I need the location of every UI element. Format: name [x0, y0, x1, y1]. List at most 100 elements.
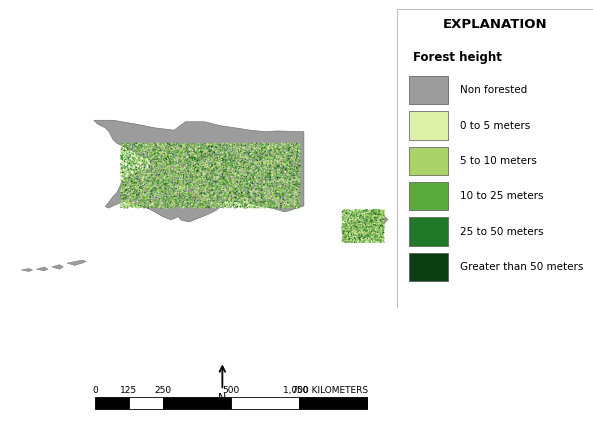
- Point: [248, 203, 258, 210]
- Point: [213, 167, 222, 174]
- Point: [190, 195, 200, 202]
- Point: [239, 160, 248, 166]
- Point: [209, 146, 218, 153]
- Point: [256, 155, 266, 161]
- Point: [117, 199, 126, 205]
- Point: [272, 163, 282, 170]
- Point: [274, 167, 283, 174]
- Point: [237, 142, 246, 149]
- Point: [176, 153, 186, 160]
- Point: [134, 172, 144, 179]
- Point: [211, 178, 220, 185]
- Point: [364, 227, 373, 234]
- Point: [274, 156, 283, 163]
- Point: [173, 150, 182, 157]
- Point: [349, 235, 359, 241]
- Point: [352, 226, 362, 232]
- Point: [193, 186, 202, 193]
- Point: [169, 157, 178, 164]
- Point: [134, 156, 144, 163]
- Point: [228, 148, 237, 155]
- Point: [250, 171, 259, 178]
- Point: [264, 195, 273, 202]
- Point: [263, 200, 272, 207]
- Point: [206, 146, 215, 153]
- Point: [365, 237, 375, 244]
- Point: [275, 170, 285, 177]
- Point: [201, 165, 211, 172]
- Point: [197, 185, 207, 192]
- Point: [285, 192, 294, 199]
- Point: [135, 154, 145, 160]
- Point: [189, 203, 198, 210]
- Point: [136, 196, 145, 203]
- Point: [178, 178, 187, 185]
- Point: [348, 226, 358, 233]
- Point: [188, 191, 197, 198]
- Point: [186, 151, 195, 158]
- Point: [156, 194, 165, 201]
- Point: [246, 185, 256, 192]
- Point: [347, 223, 356, 229]
- Point: [343, 235, 353, 242]
- Point: [262, 146, 272, 153]
- Point: [161, 182, 171, 189]
- Point: [140, 146, 149, 153]
- Point: [195, 193, 205, 199]
- Point: [343, 212, 352, 219]
- Point: [247, 185, 256, 192]
- Point: [290, 187, 299, 194]
- Point: [202, 143, 212, 149]
- Point: [257, 184, 267, 190]
- Point: [196, 184, 206, 191]
- Point: [171, 150, 180, 157]
- Point: [122, 199, 131, 206]
- Point: [260, 174, 270, 181]
- Point: [231, 144, 241, 151]
- Point: [378, 232, 387, 238]
- Point: [278, 159, 287, 166]
- Point: [374, 228, 383, 235]
- Point: [122, 143, 131, 150]
- Point: [231, 191, 241, 198]
- Point: [361, 211, 371, 217]
- Point: [170, 167, 180, 174]
- Point: [237, 160, 246, 167]
- Point: [193, 146, 202, 153]
- Point: [222, 204, 231, 211]
- Point: [171, 185, 181, 192]
- Point: [138, 189, 147, 196]
- Point: [149, 159, 159, 166]
- Point: [250, 176, 260, 183]
- Point: [185, 202, 195, 209]
- Point: [270, 164, 279, 171]
- Point: [339, 211, 348, 218]
- Point: [359, 224, 369, 231]
- Point: [167, 189, 177, 196]
- Point: [193, 157, 203, 163]
- Point: [146, 181, 155, 187]
- Point: [213, 177, 222, 184]
- Point: [371, 219, 381, 226]
- Point: [139, 155, 148, 161]
- Point: [252, 145, 262, 152]
- Point: [286, 191, 296, 198]
- Point: [120, 158, 129, 165]
- Point: [272, 168, 282, 175]
- Point: [355, 231, 364, 238]
- Point: [362, 218, 371, 225]
- Point: [197, 185, 207, 192]
- Point: [161, 147, 171, 154]
- Point: [243, 168, 252, 175]
- Point: [241, 181, 250, 187]
- Point: [213, 172, 223, 179]
- Point: [127, 195, 136, 202]
- Point: [352, 231, 361, 238]
- Point: [245, 189, 254, 196]
- Point: [180, 172, 189, 179]
- Point: [283, 186, 292, 193]
- Point: [213, 194, 223, 201]
- Point: [227, 152, 237, 159]
- Point: [157, 195, 167, 202]
- Point: [184, 150, 194, 157]
